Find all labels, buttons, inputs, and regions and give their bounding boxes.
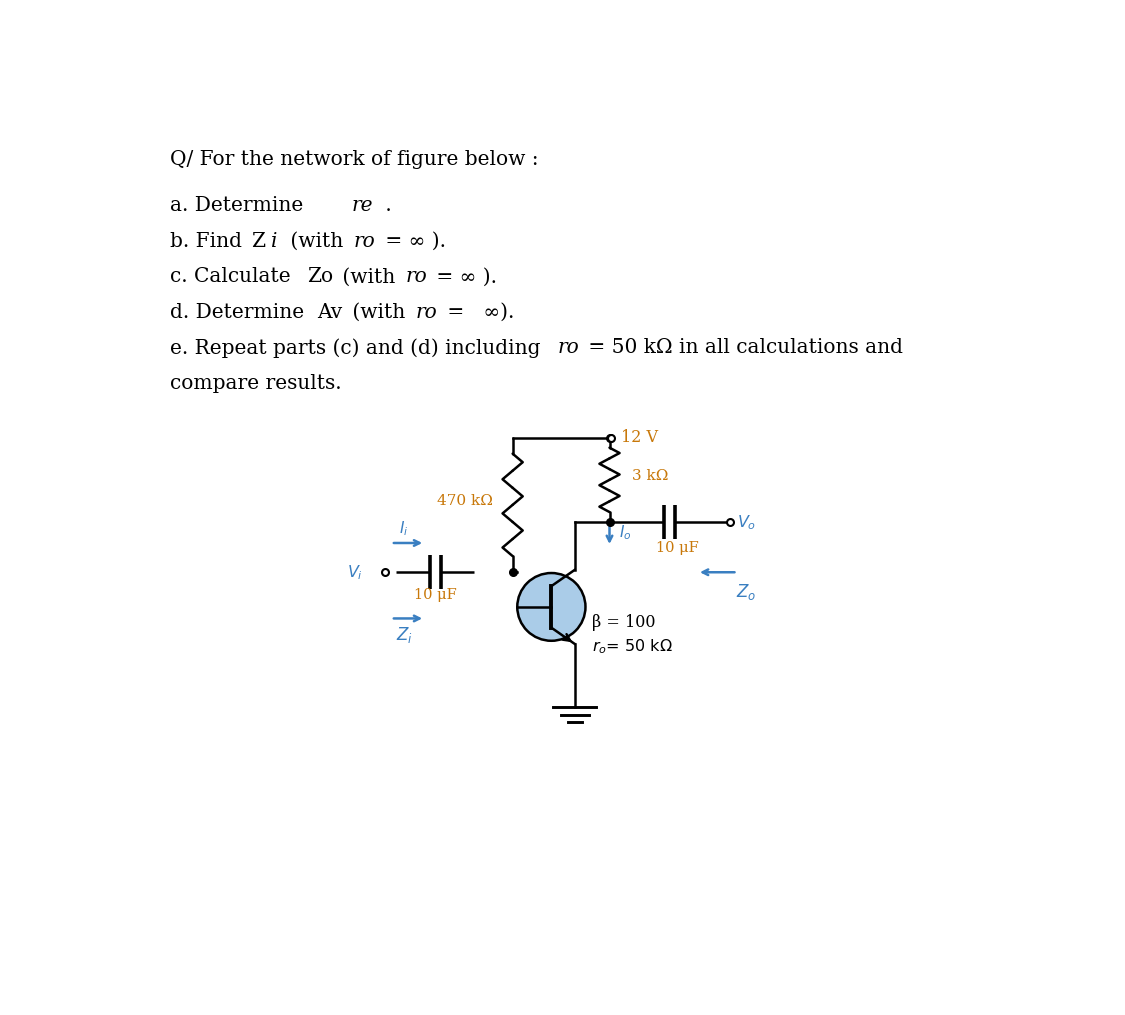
Text: $I_o$: $I_o$	[619, 523, 631, 542]
Text: Zo: Zo	[307, 267, 333, 286]
Text: = 50 kΩ in all calculations and: = 50 kΩ in all calculations and	[583, 338, 903, 357]
Text: $Z_o$: $Z_o$	[736, 582, 756, 602]
Text: c. Calculate: c. Calculate	[170, 267, 297, 286]
Text: 10 μF: 10 μF	[656, 541, 699, 554]
Text: $I_i$: $I_i$	[399, 520, 408, 539]
Text: d. Determine: d. Determine	[170, 302, 310, 322]
Text: ro: ro	[558, 338, 579, 357]
Text: re: re	[351, 197, 372, 215]
Text: ro: ro	[416, 302, 438, 322]
Text: Q/ For the network of figure below :: Q/ For the network of figure below :	[170, 150, 539, 170]
Text: $V_o$: $V_o$	[737, 513, 757, 532]
Text: Z: Z	[251, 231, 264, 251]
Text: = ∞ ).: = ∞ ).	[379, 231, 447, 251]
Text: 3 kΩ: 3 kΩ	[631, 469, 668, 483]
Text: $Z_i$: $Z_i$	[396, 625, 413, 646]
Text: = ∞ ).: = ∞ ).	[431, 267, 497, 286]
Text: e. Repeat parts (c) and (d) including: e. Repeat parts (c) and (d) including	[170, 338, 547, 358]
Text: Av: Av	[317, 302, 343, 322]
Text: 470 kΩ: 470 kΩ	[436, 494, 493, 509]
Text: (with: (with	[284, 231, 350, 251]
Text: i: i	[271, 231, 277, 251]
Text: ro: ro	[406, 267, 428, 286]
Text: $r_o$= 50 kΩ: $r_o$= 50 kΩ	[592, 637, 673, 657]
Text: ro: ro	[353, 231, 376, 251]
Text: 12 V: 12 V	[621, 429, 658, 446]
Text: (with: (with	[346, 302, 412, 322]
Text: a. Determine: a. Determine	[170, 197, 309, 215]
Text: $V_i$: $V_i$	[348, 563, 363, 582]
Text: b. Find: b. Find	[170, 231, 249, 251]
Text: (with: (with	[336, 267, 402, 286]
Text: 10 μF: 10 μF	[414, 589, 457, 602]
Text: compare results.: compare results.	[170, 374, 342, 393]
Text: β = 100: β = 100	[592, 614, 655, 630]
Circle shape	[518, 573, 585, 640]
Text: =   ∞).: = ∞).	[441, 302, 514, 322]
Text: .: .	[379, 197, 393, 215]
